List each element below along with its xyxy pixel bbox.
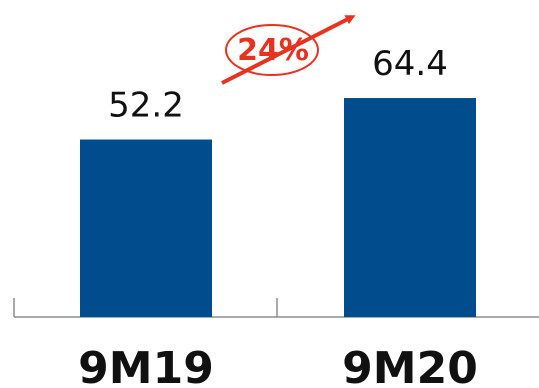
growth-ellipse <box>225 24 319 76</box>
bars-layer <box>80 98 476 317</box>
value-labels-layer: 52.2 64.4 <box>108 44 448 125</box>
value-label-9m20: 64.4 <box>372 44 448 84</box>
growth-arrow <box>221 15 356 85</box>
category-labels-layer: 9M19 9M20 <box>78 343 478 388</box>
bar-9m20 <box>344 98 476 317</box>
growth-label: 24% <box>237 33 309 68</box>
bar-9m19 <box>80 139 212 317</box>
value-label-9m19: 52.2 <box>108 86 184 126</box>
category-label-9m20: 9M20 <box>342 343 478 388</box>
category-label-9m19: 9M19 <box>78 343 214 388</box>
growth-annotation: 24% <box>221 15 356 85</box>
